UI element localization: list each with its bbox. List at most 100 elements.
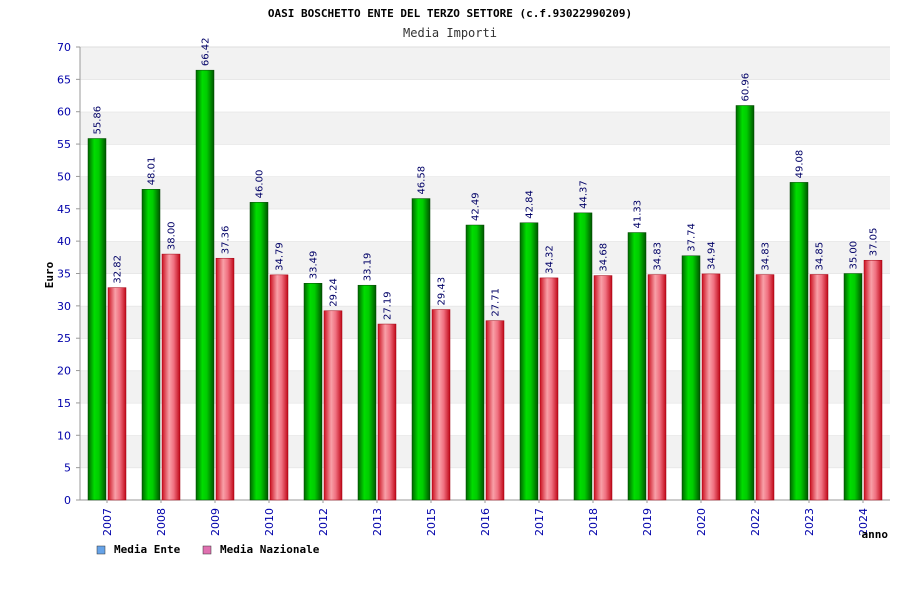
y-tick-label: 15 <box>57 397 71 410</box>
chart-subtitle: Media Importi <box>403 26 497 40</box>
bar-media-ente-2019 <box>627 232 647 501</box>
x-tick-label: 2012 <box>317 508 330 536</box>
bar-media-nazionale-2022 <box>755 274 775 501</box>
grid-band <box>80 402 890 436</box>
bar-media-nazionale-2023 <box>809 274 829 501</box>
bar-media-nazionale-2010 <box>269 274 289 501</box>
value-label: 34.83 <box>761 242 772 271</box>
x-tick-label: 2024 <box>857 508 870 536</box>
grid-band <box>80 79 890 112</box>
grid-band <box>80 467 890 500</box>
bar-media-nazionale-2015 <box>431 309 451 501</box>
bar-media-ente-2015 <box>411 198 431 501</box>
grid-band <box>80 273 890 306</box>
x-tick-label: 2020 <box>695 508 708 536</box>
grid-band <box>80 47 890 80</box>
x-tick-label: 2009 <box>209 508 222 536</box>
bar-media-ente-2008 <box>141 189 161 501</box>
bar-media-nazionale-2017 <box>539 277 559 501</box>
y-tick-label: 70 <box>57 41 71 54</box>
value-label: 66.42 <box>201 38 212 67</box>
y-tick-label: 25 <box>57 332 71 345</box>
value-label: 46.00 <box>255 170 266 199</box>
x-tick-label: 2022 <box>749 508 762 536</box>
legend: Media Ente Media Nazionale <box>96 543 320 556</box>
bar-media-nazionale-2013 <box>377 323 397 501</box>
x-tick-label: 2010 <box>263 508 276 536</box>
value-label: 42.49 <box>471 192 482 221</box>
y-tick-label: 35 <box>57 268 71 281</box>
value-label: 32.82 <box>113 255 124 284</box>
value-label: 34.79 <box>275 242 286 271</box>
y-tick-label: 40 <box>57 235 71 248</box>
value-label: 33.19 <box>363 253 374 282</box>
x-tick-label: 2015 <box>425 508 438 536</box>
bar-media-ente-2012 <box>303 283 323 501</box>
y-tick-label: 55 <box>57 138 71 151</box>
bar-media-ente-2024 <box>843 273 863 501</box>
value-label: 34.85 <box>815 242 826 271</box>
bar-media-nazionale-2009 <box>215 257 235 501</box>
bar-media-nazionale-2019 <box>647 274 667 501</box>
value-label: 29.43 <box>437 277 448 306</box>
bar-media-nazionale-2024 <box>863 259 883 501</box>
bar-media-ente-2017 <box>519 222 539 501</box>
value-labels: 55.86 32.82 48.01 38.00 66.42 37.36 46.00 34.79… <box>93 38 880 321</box>
value-label: 60.96 <box>741 73 752 102</box>
grid-band <box>80 370 890 403</box>
grid-bands <box>80 46 890 500</box>
bar-media-nazionale-2016 <box>485 320 505 501</box>
value-label: 55.86 <box>93 106 104 135</box>
value-label: 38.00 <box>167 221 178 250</box>
x-tick-label: 2023 <box>803 508 816 536</box>
y-tick-label: 50 <box>57 170 71 183</box>
grid-band <box>80 144 890 177</box>
bar-media-ente-2013 <box>357 284 377 501</box>
value-label: 37.74 <box>687 223 698 252</box>
legend-swatch-media-nazionale <box>202 545 212 555</box>
x-axis-label: anno <box>862 528 889 541</box>
grid-band <box>80 176 890 209</box>
y-tick-label: 60 <box>57 106 71 119</box>
bar-media-ente-2009 <box>195 69 215 501</box>
bar-media-ente-2022 <box>735 105 755 501</box>
x-tick-label: 2013 <box>371 508 384 536</box>
value-label: 29.24 <box>329 278 340 307</box>
value-label: 35.00 <box>849 241 860 270</box>
x-tick-label: 2007 <box>101 508 114 536</box>
chart-title: OASI BOSCHETTO ENTE DEL TERZO SETTORE (c… <box>268 7 632 20</box>
legend-swatch-media-ente <box>96 545 106 555</box>
grid-band <box>80 241 890 274</box>
bar-media-nazionale-2020 <box>701 273 721 501</box>
bar-media-nazionale-2018 <box>593 275 613 501</box>
grid-band <box>80 338 890 371</box>
bar-media-nazionale-2008 <box>161 253 181 501</box>
value-label: 37.36 <box>221 226 232 255</box>
x-tick-label: 2017 <box>533 508 546 536</box>
x-tick-label: 2008 <box>155 508 168 536</box>
value-label: 48.01 <box>147 157 158 186</box>
y-axis-label: Euro <box>43 261 56 288</box>
bar-media-ente-2023 <box>789 182 809 501</box>
value-label: 44.37 <box>579 180 590 209</box>
value-label: 34.94 <box>707 241 718 270</box>
y-axis-ticks: 0 5 10 15 20 25 30 35 40 45 50 55 60 65 70 <box>57 41 80 507</box>
bar-media-ente-2010 <box>249 202 269 501</box>
value-label: 37.05 <box>869 228 880 257</box>
bar-media-ente-2007 <box>87 138 107 501</box>
y-tick-label: 30 <box>57 300 71 313</box>
bar-media-nazionale-2012 <box>323 310 343 501</box>
y-tick-label: 10 <box>57 429 71 442</box>
bar-media-ente-2016 <box>465 224 485 501</box>
y-tick-label: 65 <box>57 73 71 86</box>
value-label: 27.71 <box>491 288 502 317</box>
x-axis-ticks: 2007 2008 2009 2010 2012 2013 2015 2016 2017 2018… <box>101 500 870 536</box>
bar-media-ente-2018 <box>573 212 593 501</box>
legend-label-media-nazionale: Media Nazionale <box>220 543 320 556</box>
y-tick-label: 0 <box>64 494 71 507</box>
value-label: 27.19 <box>383 291 394 320</box>
grid-band <box>80 305 890 339</box>
y-tick-label: 5 <box>64 462 71 475</box>
